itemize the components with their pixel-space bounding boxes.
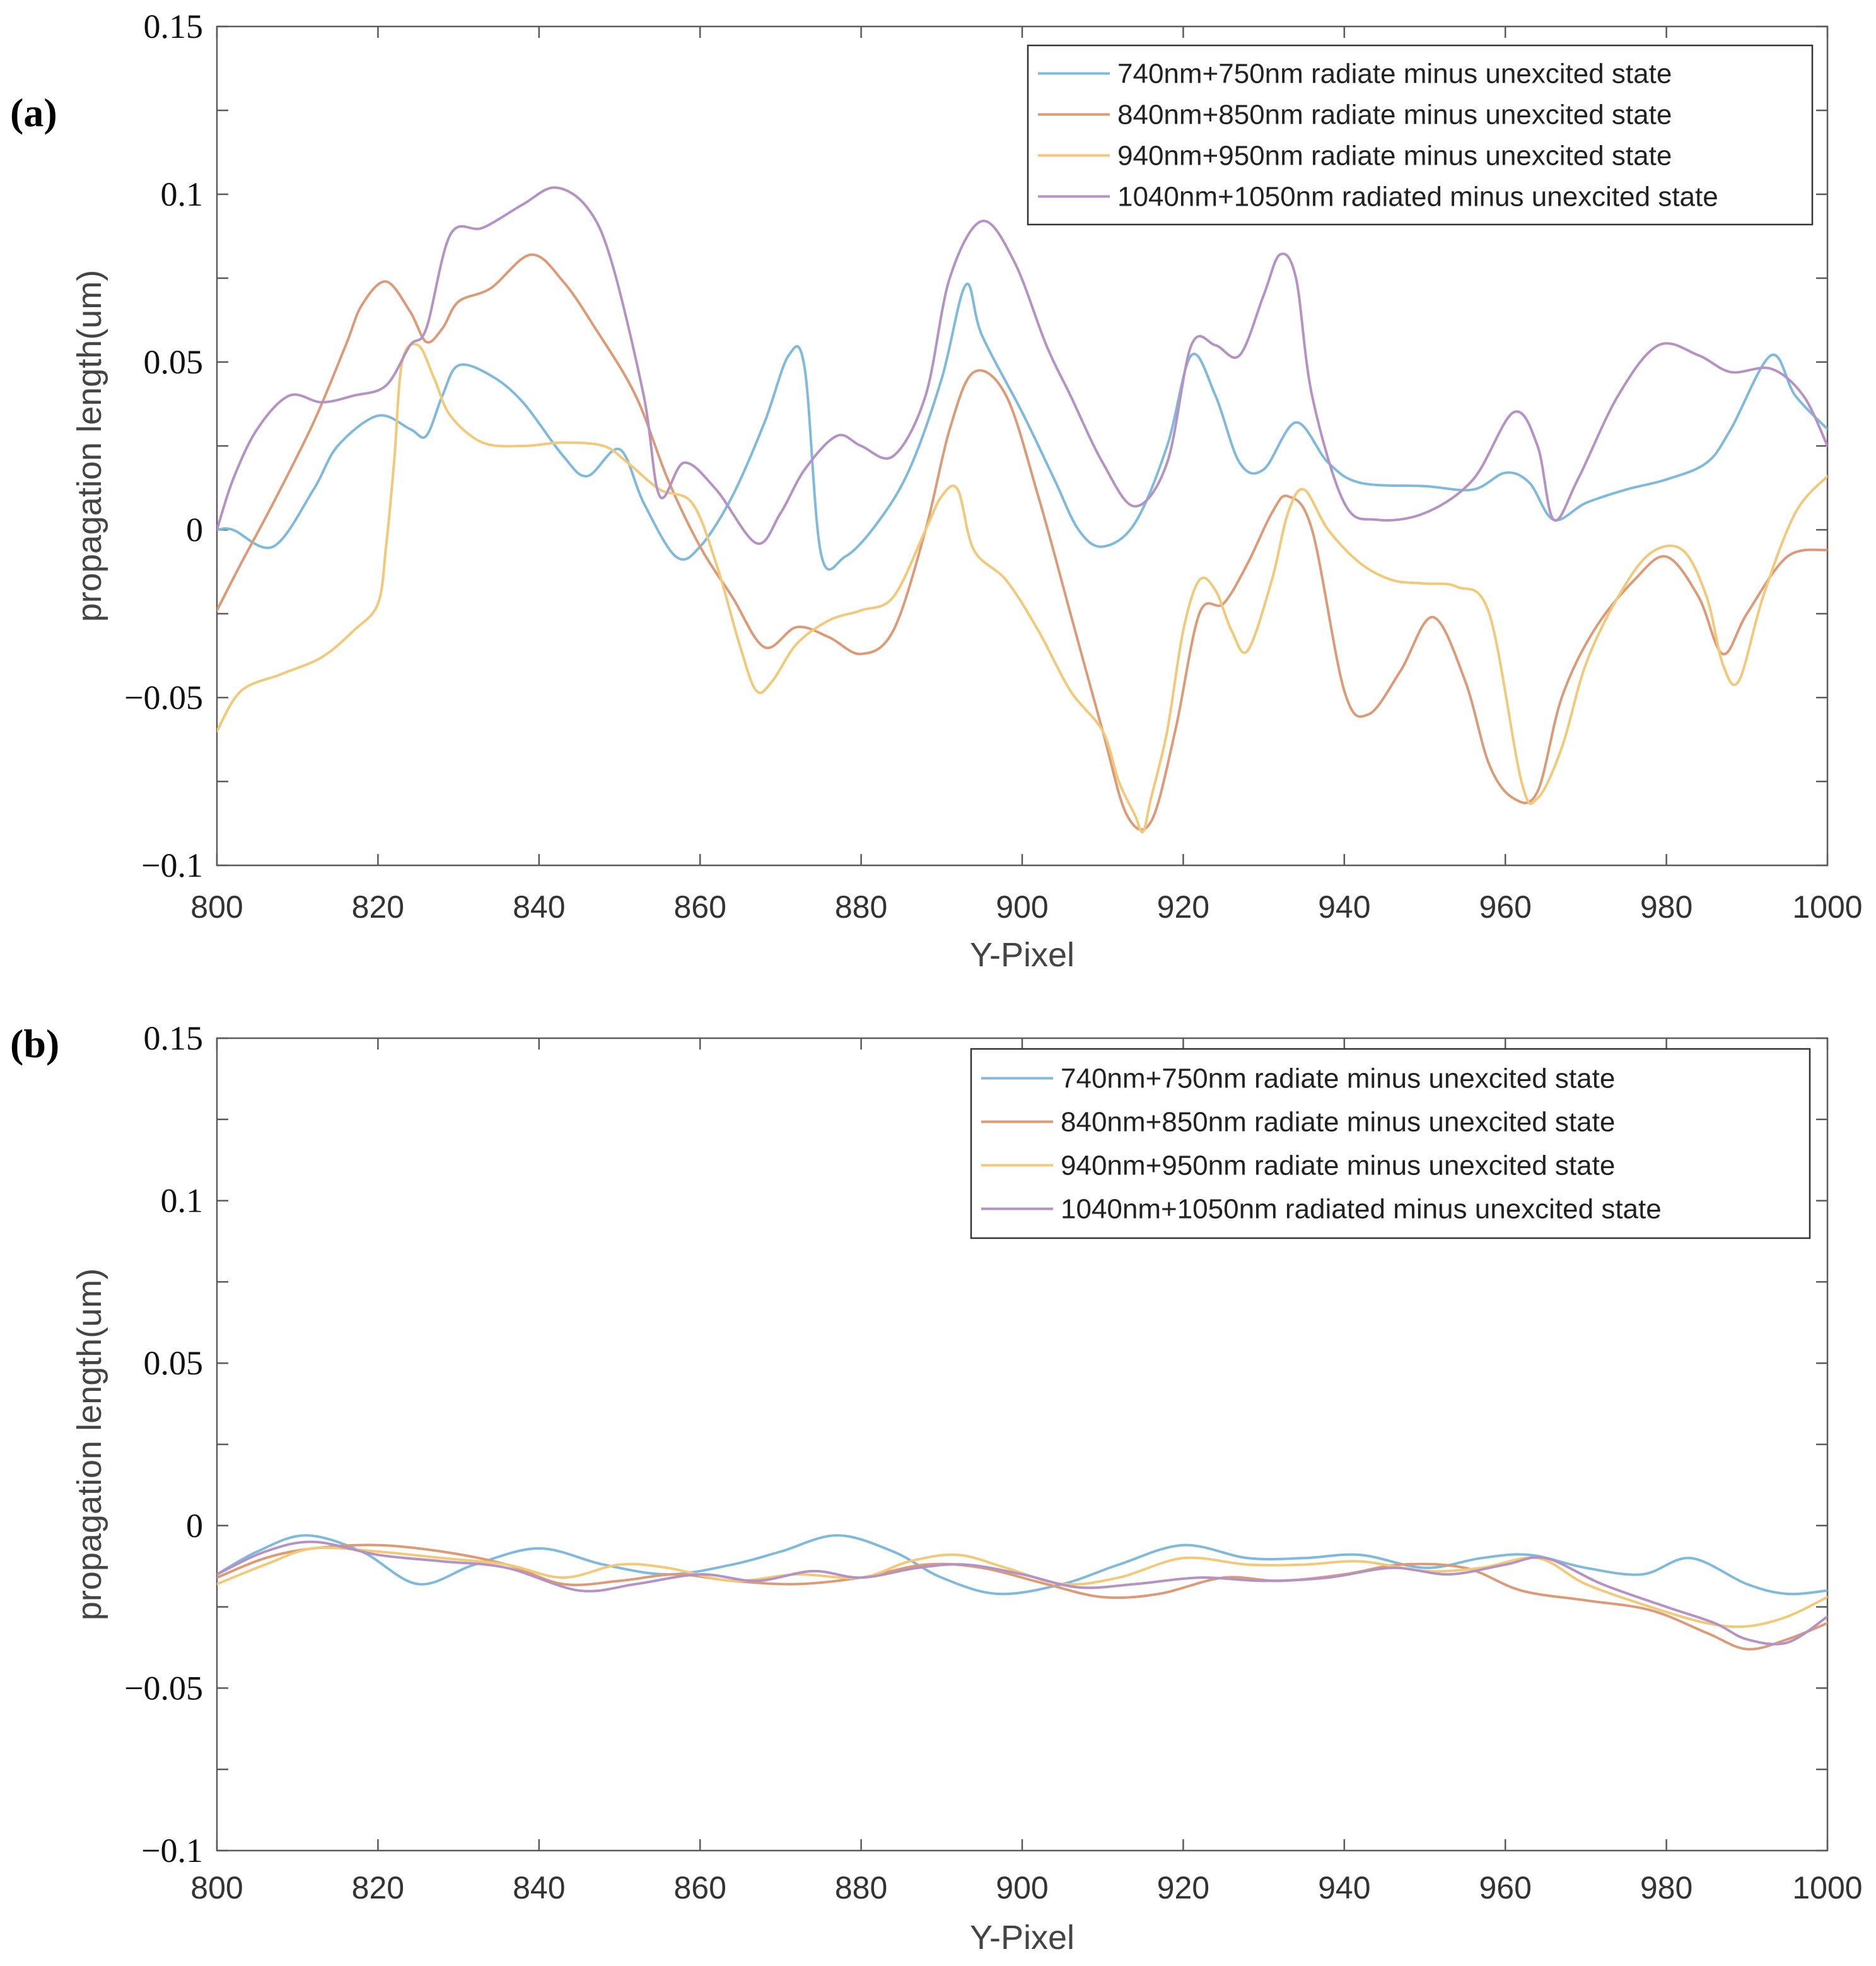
y-tick-label: −0.1 xyxy=(141,846,203,884)
x-tick-label: 820 xyxy=(352,889,404,925)
panel-label: (b) xyxy=(10,1021,59,1066)
x-tick-label: 860 xyxy=(673,1870,726,1905)
y-tick-label: 0.15 xyxy=(144,8,204,45)
chart-panel-b: 800 820 840 860 880 900 920 940 960 980 1000 0.15 0.… xyxy=(10,1019,1863,1957)
y-tick-label: −0.1 xyxy=(141,1832,203,1869)
x-tick-label: 920 xyxy=(1157,889,1209,925)
x-tick-label: 840 xyxy=(513,889,565,925)
x-tick-label: 940 xyxy=(1318,1870,1370,1905)
legend-entry: 940nm+950nm radiate minus unexcited stat… xyxy=(1117,141,1672,172)
y-tick-label: 0.1 xyxy=(161,175,204,213)
x-tick-label: 880 xyxy=(835,889,887,925)
series-line-2 xyxy=(217,1543,1827,1651)
x-tick-label: 880 xyxy=(835,1870,887,1905)
x-axis-title: Y-Pixel xyxy=(970,1919,1075,1957)
x-tick-label: 960 xyxy=(1479,889,1531,925)
legend-entry: 840nm+850nm radiate minus unexcited stat… xyxy=(1061,1107,1615,1138)
x-tick-label: 840 xyxy=(513,1870,565,1905)
series-line-1 xyxy=(217,1534,1827,1596)
legend-box xyxy=(970,1048,1811,1239)
y-tick-label: 0 xyxy=(186,511,203,549)
x-tick-label: 900 xyxy=(996,889,1048,925)
x-tick-label: 800 xyxy=(190,889,243,925)
x-tick-label: 1000 xyxy=(1792,889,1862,925)
panel-label: (a) xyxy=(10,90,57,135)
legend-box xyxy=(1027,44,1814,226)
x-tick-label: 900 xyxy=(996,1870,1048,1905)
legend-entry: 1040nm+1050nm radiated minus unexcited s… xyxy=(1117,182,1718,213)
legend-entry: 1040nm+1050nm radiated minus unexcited s… xyxy=(1061,1194,1662,1225)
y-tick-label: 0 xyxy=(186,1507,203,1545)
y-tick-label: −0.05 xyxy=(124,679,203,717)
y-axis-title: propagation length(um) xyxy=(71,1268,108,1620)
x-tick-label: 820 xyxy=(352,1870,404,1905)
legend-entry: 940nm+950nm radiate minus unexcited stat… xyxy=(1061,1150,1615,1181)
legend-entry: 740nm+750nm radiate minus unexcited stat… xyxy=(1117,59,1672,90)
series-line-4 xyxy=(217,1540,1827,1646)
legend-entry: 840nm+850nm radiate minus unexcited stat… xyxy=(1117,100,1672,131)
x-tick-label: 800 xyxy=(190,1870,243,1905)
series-line-1 xyxy=(217,283,1827,571)
series-line-2 xyxy=(217,253,1827,831)
x-tick-label: 980 xyxy=(1640,889,1692,925)
y-tick-label: −0.05 xyxy=(124,1669,203,1707)
x-tick-label: 960 xyxy=(1479,1870,1531,1905)
y-tick-label: 0.15 xyxy=(144,1019,204,1057)
x-axis-title: Y-Pixel xyxy=(970,936,1075,974)
chart-panel-a: 800 820 840 860 880 900 920 940 960 980 1000 0.15 0.… xyxy=(10,8,1863,974)
y-axis-title: propagation length(um) xyxy=(71,270,108,622)
y-tick-label: 0.05 xyxy=(144,343,204,381)
series-line-4 xyxy=(217,186,1827,545)
x-tick-label: 1000 xyxy=(1792,1870,1862,1905)
y-tick-label: 0.1 xyxy=(161,1182,204,1220)
series-line-3 xyxy=(217,342,1827,834)
legend-entry: 740nm+750nm radiate minus unexcited stat… xyxy=(1061,1063,1615,1094)
x-tick-label: 980 xyxy=(1640,1870,1692,1905)
x-tick-label: 920 xyxy=(1157,1870,1209,1905)
x-tick-label: 940 xyxy=(1318,889,1370,925)
x-tick-label: 860 xyxy=(673,889,726,925)
y-tick-label: 0.05 xyxy=(144,1344,204,1382)
